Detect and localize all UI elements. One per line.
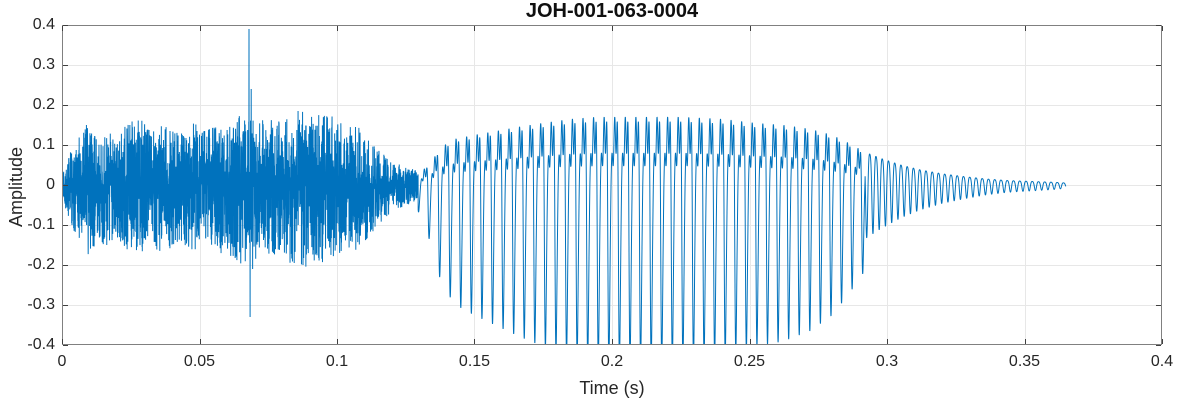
y-tick-label: 0.2 (32, 96, 55, 113)
y-tick-label: 0 (46, 176, 55, 193)
x-tick-label: 0.15 (458, 353, 491, 370)
y-tick-label: 0.4 (32, 16, 55, 33)
x-tick-label: 0.4 (1150, 353, 1174, 370)
x-tick-label: 0.3 (875, 353, 899, 370)
y-tick-label: -0.4 (27, 336, 55, 353)
x-tick-label: 0.05 (183, 353, 216, 370)
y-tick-label: -0.1 (27, 216, 55, 233)
plot-title: JOH-001-063-0004 (525, 0, 699, 22)
x-axis-label: Time (s) (579, 378, 645, 398)
y-tick-label: 0.3 (32, 56, 55, 73)
x-tick-label: 0.35 (1008, 353, 1041, 370)
y-tick-label: 0.1 (32, 136, 55, 153)
x-tick-label: 0.2 (600, 353, 624, 370)
x-tick-label: 0.1 (325, 353, 349, 370)
y-tick-label: -0.2 (27, 256, 55, 273)
x-tick-label: 0 (57, 353, 67, 370)
x-tick-label: 0.25 (733, 353, 766, 370)
y-tick-label: -0.3 (27, 296, 55, 313)
